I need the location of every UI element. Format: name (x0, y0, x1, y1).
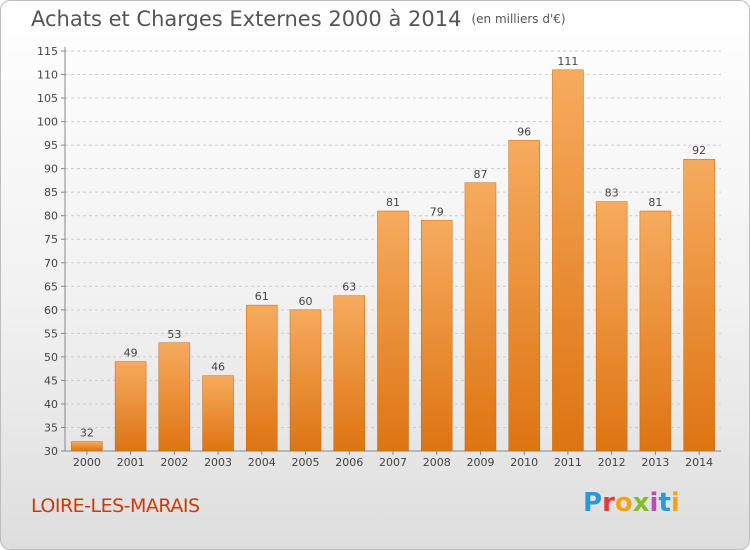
value-label: 92 (692, 144, 706, 157)
value-label: 79 (430, 205, 444, 218)
y-tick-label: 30 (44, 445, 58, 458)
x-tick-label: 2009 (466, 456, 494, 469)
y-tick-label: 55 (44, 327, 58, 340)
value-label: 83 (605, 187, 619, 200)
x-tick-label: 2008 (423, 456, 451, 469)
bar-2014 (683, 158, 715, 452)
y-tick-label: 70 (44, 257, 58, 270)
x-tick-label: 2000 (73, 456, 101, 469)
value-label: 46 (211, 361, 225, 374)
value-label: 60 (299, 295, 313, 308)
bar-2010 (508, 140, 540, 452)
y-tick-label: 90 (44, 163, 58, 176)
y-tick-label: 65 (44, 280, 58, 293)
x-tick-label: 2005 (292, 456, 320, 469)
bar-2004 (246, 304, 278, 452)
y-tick-label: 50 (44, 351, 58, 364)
bar-2001 (114, 361, 147, 452)
bar-2012 (595, 201, 628, 452)
value-label: 81 (648, 196, 662, 209)
x-tick-label: 2006 (335, 456, 363, 469)
y-tick-label: 95 (44, 139, 58, 152)
place-name: LOIRE-LES-MARAIS (31, 495, 200, 517)
x-tick-label: 2014 (685, 456, 713, 469)
bar-2002 (158, 342, 191, 452)
y-tick-label: 45 (44, 374, 58, 387)
bar-2006 (333, 295, 366, 452)
bars (71, 69, 715, 452)
x-tick-label: 2013 (641, 456, 669, 469)
y-tick-label: 105 (37, 92, 58, 105)
bar-2003 (202, 375, 234, 452)
x-tick-label: 2011 (554, 456, 582, 469)
x-tick-label: 2003 (204, 456, 232, 469)
bar-2009 (464, 182, 497, 452)
y-tick-label: 75 (44, 233, 58, 246)
y-tick-label: 85 (44, 186, 58, 199)
chart-unit: (en milliers d'€) (471, 12, 566, 26)
y-tick-label: 35 (44, 421, 58, 434)
x-tick-label: 2012 (598, 456, 626, 469)
value-label: 61 (255, 290, 269, 303)
x-tick-label: 2001 (117, 456, 145, 469)
y-tick-label: 40 (44, 398, 58, 411)
y-tick-label: 80 (44, 210, 58, 223)
x-tick-label: 2007 (379, 456, 407, 469)
y-tick-label: 115 (37, 45, 58, 58)
y-tick-label: 110 (37, 69, 58, 82)
value-label: 49 (124, 347, 138, 360)
x-tick-label: 2004 (248, 456, 276, 469)
value-label: 87 (473, 168, 487, 181)
bar-2013 (639, 210, 672, 452)
bar-2005 (289, 309, 322, 452)
x-tick-label: 2010 (510, 456, 538, 469)
bar-2007 (377, 210, 409, 452)
y-tick-label: 60 (44, 304, 58, 317)
chart-title-text: Achats et Charges Externes 2000 à 2014 (31, 7, 462, 31)
value-label: 53 (167, 328, 181, 341)
bar-2000 (71, 441, 103, 452)
chart-title: Achats et Charges Externes 2000 à 2014 (e… (31, 7, 566, 31)
labels: 30 35 40 45 50 55 60 65 70 75 80 85 90 95 100 105 110 115… (37, 45, 713, 469)
x-tick-label: 2002 (160, 456, 188, 469)
value-label: 32 (80, 427, 94, 440)
value-label: 81 (386, 196, 400, 209)
bar-2011 (552, 69, 584, 452)
value-label: 96 (517, 125, 531, 138)
value-label: 111 (557, 55, 578, 68)
bar-2008 (420, 220, 453, 452)
y-tick-label: 100 (37, 116, 58, 129)
proxiti-logo: Proxiti (583, 488, 680, 518)
value-label: 63 (342, 281, 356, 294)
